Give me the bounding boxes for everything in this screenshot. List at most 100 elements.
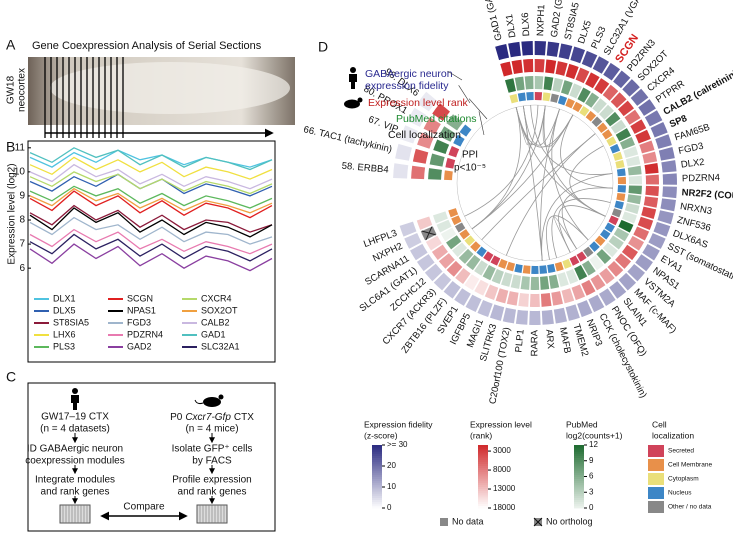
localization-cell (616, 168, 626, 177)
fidelity-cell (489, 304, 505, 321)
colorbar-step (372, 453, 382, 456)
legend-swatch (648, 459, 664, 471)
ppi-edge (464, 105, 539, 217)
colorbar-step (372, 497, 382, 500)
colorbar-step (372, 449, 382, 452)
fidelity-cell (650, 121, 668, 138)
colorbar-tick-label: 3000 (493, 446, 511, 455)
legend-label: FGD3 (127, 317, 151, 327)
rank-cell (624, 109, 641, 125)
localization-cell (604, 222, 616, 233)
gene-label: PDZRN4 (682, 172, 720, 184)
localization-cell (547, 263, 556, 274)
rank-cell (585, 72, 600, 89)
rank-cell (642, 151, 658, 164)
localization-cell (534, 91, 543, 101)
flow-frame (27, 382, 276, 532)
series-line (29, 185, 273, 209)
fidelity-cell (662, 186, 677, 199)
pubmed-cell (543, 76, 554, 91)
gene-label: NRXN3 (679, 201, 713, 217)
circos-plot: GAD1 (GAD67) DLX1 DLX6 NXPH1 GAD2 (GAD65)ST8… (302, 0, 733, 405)
pubmed-cell (458, 248, 474, 264)
legend-label: CXCR4 (201, 293, 232, 303)
legend-label: ST8SIA5 (53, 317, 89, 327)
leader-line (458, 85, 471, 104)
colorbar-step (478, 463, 488, 467)
rank-cell (594, 78, 610, 95)
rank-cell (506, 291, 519, 306)
colorbar-step (372, 459, 382, 463)
flow-text: Integrate modules (35, 475, 115, 486)
rank-cell (438, 253, 455, 269)
legend-label: SOX2OT (201, 305, 238, 315)
plot-frame (27, 140, 276, 363)
colorbar-step (574, 497, 584, 500)
localization-cell (539, 265, 548, 274)
ring-label: GABAergic neuron (365, 68, 453, 80)
legend-title: localization (652, 430, 694, 440)
fidelity-cell (546, 41, 560, 57)
fidelity-cell (658, 147, 675, 161)
localization-cell (498, 258, 508, 269)
colorbar-step (478, 472, 488, 475)
rank-cell (645, 185, 659, 197)
pubmed-cell (482, 264, 496, 281)
colorbar-step (574, 487, 584, 490)
legend-label: Cytoplasm (668, 476, 699, 483)
colorbar-step (478, 487, 488, 490)
panel-label: D (318, 39, 328, 55)
ppi-edge (551, 198, 611, 259)
colorbar-tick-label: >= 30 (387, 440, 408, 449)
pubmed-cell (491, 268, 504, 284)
legend-label: LHX6 (53, 329, 76, 339)
colorbar-step (478, 493, 488, 496)
colorbar-step (372, 478, 382, 482)
series-line (29, 171, 273, 195)
colorbar-step (372, 445, 382, 448)
gene-label: RARA (529, 329, 540, 356)
colorbar-step (372, 457, 382, 461)
rank-cell (474, 279, 489, 296)
rank-cell (555, 61, 568, 76)
rank-cell (607, 260, 624, 277)
series-line (29, 156, 273, 180)
pubmed-cell (433, 211, 448, 224)
ppi-edge (505, 133, 596, 256)
rank-cell (484, 284, 499, 301)
colorbar-step (372, 495, 382, 498)
pubmed-cell (608, 235, 624, 250)
colorbar-step (478, 461, 488, 465)
localization-cell (611, 208, 622, 218)
rank-cell (495, 288, 509, 304)
colorbar-step (478, 501, 488, 505)
flow-text: P0 Cxcr7-Gfp CTX (170, 412, 254, 423)
rank-cell (641, 206, 657, 220)
ppi-edge (558, 205, 606, 253)
colorbar-step (574, 476, 584, 479)
fidelity-cell (653, 221, 671, 237)
colorbar-tick-label: 10 (387, 482, 396, 491)
colorbar-step (478, 468, 488, 471)
localization-cell (562, 258, 572, 269)
colorbar-step (478, 455, 488, 458)
person-icon (349, 67, 357, 89)
localization-cell (606, 136, 617, 147)
pubmed-cell (628, 175, 642, 185)
rank-cell (545, 59, 557, 74)
colorbar-step (372, 468, 382, 471)
flow-text: coexpression modules (25, 456, 125, 467)
gene-label: FGD3 (677, 141, 704, 157)
tissue-label: GW18 (6, 75, 17, 104)
fidelity-cell (648, 233, 666, 249)
localization-cell (448, 145, 460, 158)
gene-label: SP8 (668, 113, 689, 130)
localization-cell (476, 246, 487, 258)
ppi-edge (471, 114, 574, 230)
pubmed-cell (613, 227, 630, 242)
legend-swatch (648, 473, 664, 485)
series-line (29, 204, 273, 233)
colorbar-tick-label: 8000 (493, 465, 511, 474)
panel-label: A (6, 37, 16, 53)
legend-label: PLS3 (53, 341, 75, 351)
